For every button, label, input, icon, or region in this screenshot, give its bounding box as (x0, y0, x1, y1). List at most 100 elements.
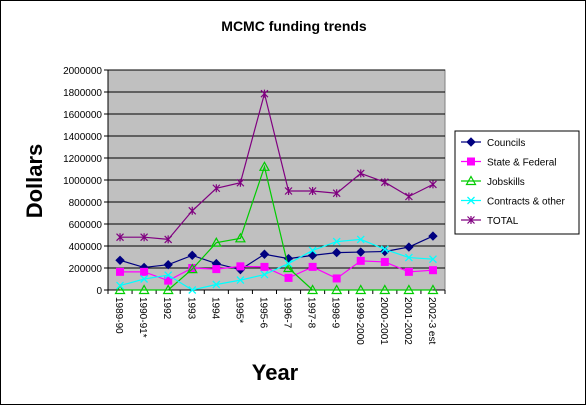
data-point (114, 284, 126, 295)
data-point (307, 250, 318, 261)
data-point (140, 267, 149, 276)
legend-label: Councils (487, 138, 525, 149)
y-tick-label: 1200000 (63, 154, 102, 165)
data-point (308, 187, 317, 195)
series-line (120, 91, 434, 241)
x-tick-label: 1999-2000 (354, 297, 365, 345)
x-tick-label: 1989-90 (113, 297, 124, 334)
y-axis-label: Dollars (22, 144, 47, 219)
y-tick-label: 1800000 (63, 88, 102, 99)
chart-title: MCMC funding trends (221, 18, 367, 34)
legend-marker (467, 196, 475, 205)
x-tick-label: 1996-7 (282, 297, 293, 329)
data-point (138, 284, 150, 295)
data-point (307, 284, 319, 295)
x-tick-label: 1995-6 (257, 297, 268, 329)
data-point (428, 231, 438, 241)
series-line (120, 260, 434, 282)
data-point (284, 187, 293, 195)
data-point (404, 242, 414, 252)
data-point (116, 267, 125, 276)
x-tick-label: 1994 (209, 297, 220, 320)
data-point (283, 262, 295, 273)
x-tick-label: 2002-3 est (426, 297, 437, 344)
data-point (259, 249, 270, 259)
data-point (331, 247, 342, 258)
x-tick-label: 1993 (185, 297, 196, 320)
data-point (258, 161, 270, 171)
data-point (236, 178, 245, 187)
y-tick-label: 2000000 (63, 66, 102, 77)
data-point (308, 246, 317, 255)
data-point (332, 189, 341, 198)
data-point (187, 250, 197, 261)
legend-marker (465, 175, 477, 186)
data-point (404, 253, 413, 262)
legend-label: Contracts & other (487, 197, 565, 208)
data-point (234, 232, 246, 243)
legend-marker (466, 137, 476, 147)
data-point (260, 262, 269, 271)
x-tick-label: 1997-8 (306, 297, 317, 329)
data-point (260, 270, 269, 279)
x-tick-label: 2000-2001 (378, 297, 389, 345)
y-tick-label: 800000 (69, 198, 103, 209)
legend-marker (467, 216, 475, 224)
y-tick-label: 400000 (69, 242, 103, 253)
data-point (236, 262, 245, 271)
data-point (115, 255, 125, 266)
data-point (332, 237, 341, 246)
x-tick-label: 1992 (161, 297, 172, 320)
legend-label: State & Federal (487, 158, 556, 169)
data-point (332, 274, 341, 283)
x-tick-label: 1990-91* (137, 297, 148, 338)
data-point (429, 255, 437, 264)
y-tick-label: 600000 (69, 220, 103, 231)
legend-label: Jobskills (487, 177, 525, 188)
data-point (140, 275, 149, 283)
data-point (356, 256, 365, 265)
data-point (163, 259, 173, 270)
data-point (116, 281, 124, 290)
data-point (116, 233, 124, 242)
data-point (210, 236, 222, 247)
data-point (404, 267, 413, 276)
data-point (212, 265, 221, 274)
data-point (356, 169, 365, 178)
data-point (404, 192, 413, 201)
y-tick-label: 1000000 (63, 176, 102, 187)
data-point (380, 178, 389, 187)
legend-marker (467, 157, 475, 166)
data-point (356, 235, 365, 244)
y-tick-label: 1600000 (63, 110, 102, 121)
x-tick-label: 2001-2002 (402, 297, 413, 345)
data-point (379, 284, 391, 295)
data-point (380, 245, 389, 254)
data-point (284, 273, 293, 282)
y-tick-label: 200000 (69, 264, 103, 275)
data-point (355, 284, 367, 295)
legend-label: TOTAL (487, 216, 519, 227)
data-point (140, 233, 149, 242)
series-line (119, 238, 434, 291)
data-point (429, 180, 437, 189)
data-point (427, 284, 439, 295)
legend: Councils State & Federal Jobskills Contract… (454, 130, 580, 235)
data-point (428, 266, 437, 275)
x-tick-label: 1995* (233, 297, 244, 323)
data-point (164, 276, 173, 285)
y-tick-label: 0 (96, 286, 102, 297)
data-point (403, 284, 415, 295)
data-point (186, 263, 198, 274)
y-tick-label: 1400000 (63, 132, 102, 143)
series-line (120, 164, 433, 291)
data-point (308, 262, 317, 271)
data-point (284, 259, 293, 268)
data-point (212, 280, 221, 289)
data-point (356, 247, 366, 257)
legend-box (454, 130, 580, 235)
data-point (236, 276, 245, 285)
data-point (188, 206, 197, 215)
